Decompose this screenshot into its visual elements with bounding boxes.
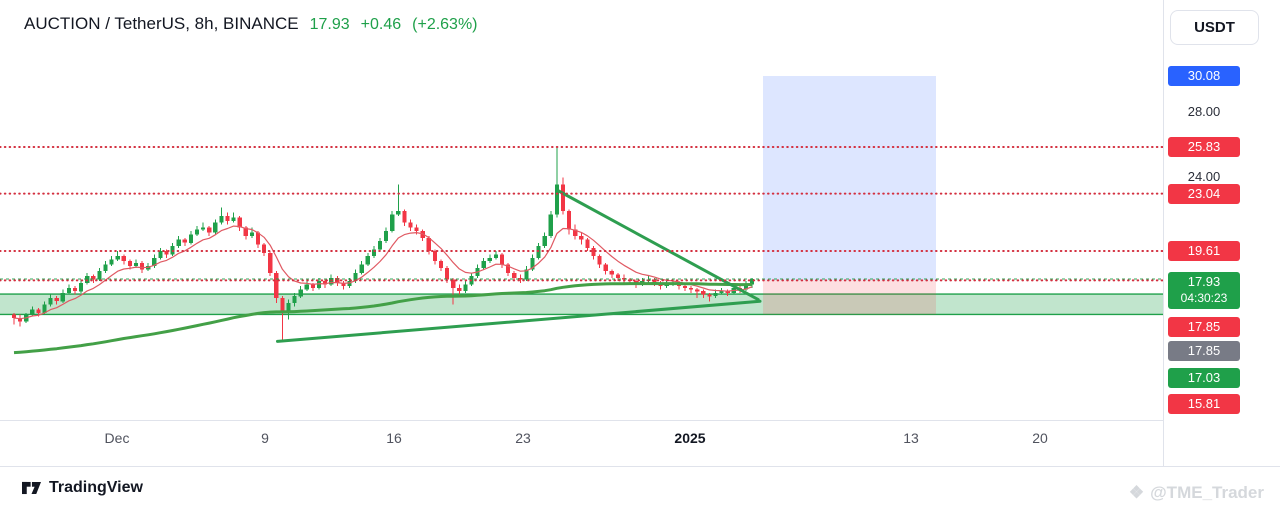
alert-price-label-19-61[interactable]: 19.61 bbox=[1168, 241, 1240, 261]
alert-price-label-17-85[interactable]: 17.85 bbox=[1168, 317, 1240, 337]
tradingview-logo-icon bbox=[22, 481, 41, 495]
time-label-20: 20 bbox=[1032, 430, 1048, 446]
ascending-trendline[interactable] bbox=[276, 299, 762, 343]
symbol-title[interactable]: AUCTION / TetherUS, 8h, BINANCE bbox=[24, 14, 299, 33]
zone-price-label-17-03[interactable]: 17.03 bbox=[1168, 368, 1240, 388]
alert-price-label-25-83[interactable]: 25.83 bbox=[1168, 137, 1240, 157]
chart-plot[interactable] bbox=[0, 0, 1163, 420]
long-position-stop-box[interactable] bbox=[763, 280, 936, 315]
price-change-percent: (+2.63%) bbox=[412, 16, 478, 33]
ma-slow-line bbox=[13, 282, 753, 355]
price-scale[interactable]: 30.08 28.00 25.83 24.00 23.04 19.61 17.93 04:30… bbox=[1163, 0, 1280, 466]
time-label-Dec: Dec bbox=[104, 430, 130, 446]
price-change-value: +0.46 bbox=[360, 16, 402, 33]
support-zone[interactable] bbox=[0, 293, 1163, 316]
alert-price-label-23-04[interactable]: 23.04 bbox=[1168, 184, 1240, 204]
currency-toggle-button[interactable]: USDT bbox=[1170, 10, 1259, 45]
ma-fast-line bbox=[13, 225, 753, 320]
position-target-price-label[interactable]: 30.08 bbox=[1168, 66, 1240, 86]
time-label-23: 23 bbox=[515, 430, 531, 446]
descending-trendline[interactable] bbox=[557, 189, 760, 302]
time-label-2025: 2025 bbox=[674, 430, 706, 446]
tradingview-logo-link[interactable]: TradingView bbox=[22, 479, 143, 497]
long-position-tool[interactable] bbox=[763, 76, 936, 315]
last-price-countdown-label: 17.93 04:30:23 bbox=[1168, 272, 1240, 309]
last-price-value: 17.93 bbox=[309, 16, 350, 33]
axis-tick-28: 28.00 bbox=[1187, 104, 1221, 119]
position-stop-price-label[interactable]: 15.81 bbox=[1168, 394, 1240, 414]
chart-pane[interactable]: AUCTION / TetherUS, 8h, BINANCE 17.93 +0… bbox=[0, 0, 1163, 420]
drawing-price-label-17-85[interactable]: 17.85 bbox=[1168, 341, 1240, 361]
symbol-legend: AUCTION / TetherUS, 8h, BINANCE 17.93 +0… bbox=[24, 14, 478, 34]
time-label-16: 16 bbox=[386, 430, 402, 446]
axis-tick-24: 24.00 bbox=[1187, 169, 1221, 184]
tradingview-brand-text: TradingView bbox=[49, 479, 143, 496]
time-label-9: 9 bbox=[261, 430, 269, 446]
footer-bar: TradingView bbox=[0, 466, 1280, 514]
long-position-target-box[interactable] bbox=[763, 76, 936, 281]
time-axis[interactable]: Dec 9 16 23 2025 13 20 bbox=[0, 420, 1163, 467]
time-label-13: 13 bbox=[903, 430, 919, 446]
